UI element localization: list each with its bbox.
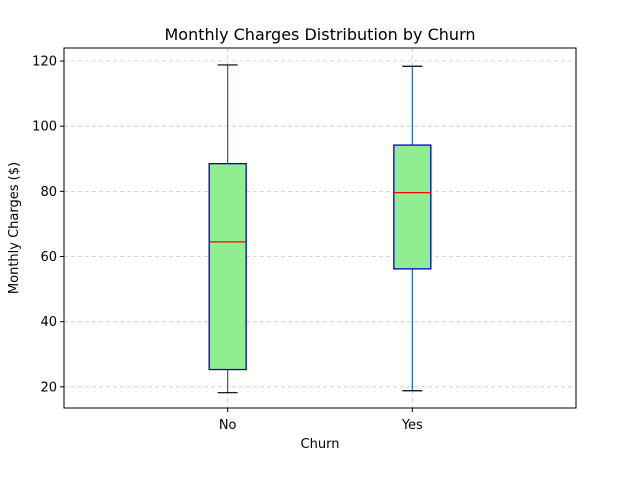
x-axis-label: Churn [301,437,340,452]
y-tick-label: 100 [32,120,57,135]
box-yes [393,144,432,270]
plot-area-frame [63,47,577,409]
y-tick-label: 120 [32,55,57,70]
x-axis-ticks: No Yes [219,408,423,433]
grid-layer [64,48,576,408]
y-tick-label: 20 [40,380,57,395]
box-no [208,163,247,371]
chart-title: Monthly Charges Distribution by Churn [164,25,475,44]
x-tick-label-yes: Yes [401,418,423,433]
y-tick-label: 60 [40,250,57,265]
x-tick-label-no: No [219,418,237,433]
y-tick-label: 80 [40,185,57,200]
box-layer [208,64,432,394]
y-axis-label: Monthly Charges ($) [7,162,22,294]
y-tick-label: 40 [40,315,57,330]
y-axis-ticks: 20 40 60 80 100 120 [32,55,64,395]
